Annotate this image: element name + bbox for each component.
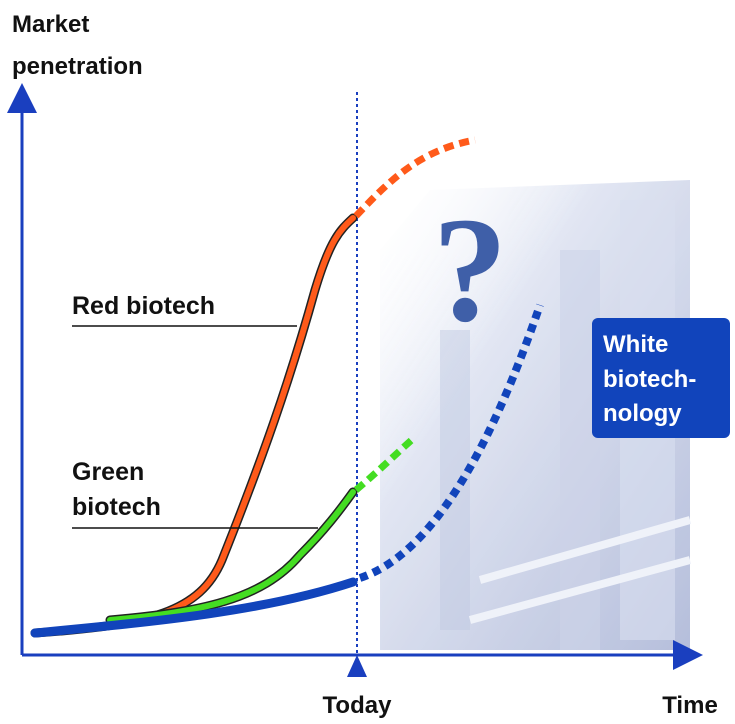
page: {"axes": {"y_label": ["Market", "penetra… xyxy=(0,0,735,724)
red-curve-outline xyxy=(35,218,353,633)
question-mark: ? xyxy=(433,187,508,353)
curve-label: Green xyxy=(72,458,144,486)
curve-label: nology xyxy=(603,400,682,427)
curve-label: White xyxy=(603,331,668,358)
today-marker xyxy=(347,655,367,677)
y-axis-label: penetration xyxy=(12,53,143,80)
today-label: Today xyxy=(323,692,393,719)
curve-label: biotech xyxy=(72,493,161,521)
diagram: Market penetration Today Time ? Red biot… xyxy=(0,0,735,724)
curve-label: biotech- xyxy=(603,366,696,393)
y-axis-label: Market xyxy=(12,11,89,38)
x-axis-label: Time xyxy=(662,692,718,719)
curve-label: Red biotech xyxy=(72,292,215,320)
red-curve xyxy=(35,218,353,633)
